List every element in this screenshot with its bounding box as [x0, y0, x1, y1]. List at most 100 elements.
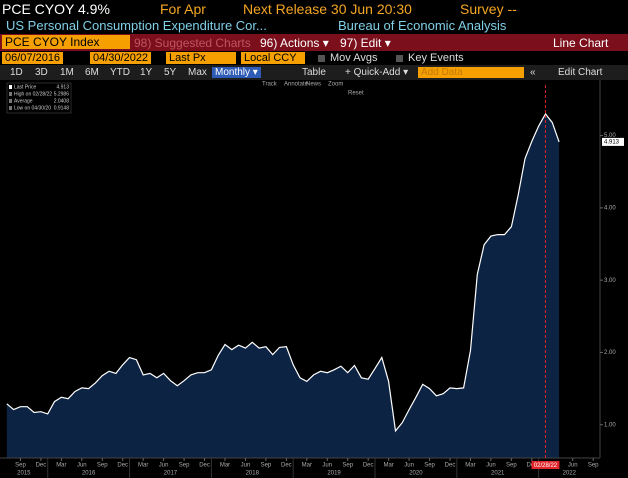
legend-label: Average	[14, 98, 33, 104]
x-tick-label: Mar	[56, 463, 66, 469]
start-date[interactable]: 06/07/2016	[2, 52, 64, 64]
x-tick-label: Sep	[15, 463, 26, 469]
frequency[interactable]: Monthly ▾	[212, 67, 261, 78]
x-tick-label: Sep	[588, 463, 599, 469]
area	[6, 114, 560, 458]
range[interactable]: 1Y	[140, 67, 153, 78]
x-tick-label: Dec	[445, 463, 456, 469]
range[interactable]: 1D	[10, 67, 23, 78]
legend-swatch	[9, 106, 12, 110]
year-label: 2017	[164, 471, 178, 477]
x-tick-label: Sep	[97, 463, 108, 469]
legend-swatch	[9, 85, 12, 89]
key-events[interactable]: Key Events	[408, 52, 464, 64]
legend-value: 5.2986	[54, 91, 70, 97]
security[interactable]: PCE CYOY Index	[2, 35, 130, 49]
period: For Apr	[160, 1, 206, 17]
legend-label: Last Price	[14, 84, 36, 90]
year-label: 2021	[491, 471, 505, 477]
mov-avgs[interactable]: Mov Avgs	[330, 52, 378, 64]
legend-swatch	[9, 99, 12, 103]
edit[interactable]: 97) Edit ▾	[340, 36, 391, 50]
end-date[interactable]: 04/30/2022	[90, 52, 152, 64]
survey: Survey --	[460, 1, 517, 17]
legend-value: 2.0408	[54, 98, 70, 104]
x-tick-label: Jun	[159, 463, 169, 469]
quick-add[interactable]: + Quick-Add ▾	[345, 67, 409, 78]
description: US Personal Consumption Expenditure Cor.…	[6, 18, 267, 33]
range[interactable]: YTD	[110, 67, 130, 78]
x-tick-label: Jun	[568, 463, 578, 469]
edit-chart[interactable]: Edit Chart	[558, 67, 603, 78]
add-data[interactable]: Add Data	[418, 67, 524, 78]
legend-label: High on 02/28/22	[14, 91, 52, 97]
x-tick-label: Dec	[117, 463, 128, 469]
view: Line Chart	[553, 36, 609, 50]
x-tick-label: Mar	[302, 463, 312, 469]
source: Bureau of Economic Analysis	[338, 18, 507, 33]
x-tick-label: Sep	[424, 463, 435, 469]
legend-value: 0.9148	[54, 105, 70, 111]
range[interactable]: 1M	[60, 67, 74, 78]
x-tick-label: Dec	[281, 463, 292, 469]
year-label: 2019	[327, 471, 341, 477]
event-box	[531, 461, 560, 469]
x-tick-label: Sep	[506, 463, 517, 469]
ticker: PCE CYOY 4.9%	[2, 1, 110, 17]
x-tick-label: Dec	[363, 463, 374, 469]
year-label: 2020	[409, 471, 423, 477]
x-tick-label: Mar	[220, 463, 230, 469]
x-tick-label: Dec	[199, 463, 210, 469]
y-tick-label: 2.00	[604, 350, 616, 356]
x-tick-label: Mar	[383, 463, 393, 469]
release: Next Release 30 Jun 20:30	[243, 1, 412, 17]
menu-bar	[0, 34, 628, 51]
range[interactable]: Max	[188, 67, 207, 78]
legend-box	[6, 82, 72, 114]
range[interactable]: 5Y	[164, 67, 177, 78]
x-tick-label: Jun	[77, 463, 87, 469]
chart-tool: News	[306, 82, 321, 88]
year-label: 2016	[82, 471, 96, 477]
year-label: 2015	[17, 471, 31, 477]
chart-tool: Zoom	[328, 82, 343, 88]
table[interactable]: Table	[302, 67, 326, 78]
year-label: 2022	[563, 471, 577, 477]
legend-swatch	[9, 92, 12, 96]
chart-tool: Annotate	[284, 82, 309, 88]
currency[interactable]: Local CCY	[241, 52, 305, 64]
y-tick-label: 5.00	[604, 133, 616, 139]
x-tick-label: Jun	[404, 463, 414, 469]
x-tick-label: Sep	[342, 463, 353, 469]
event-label: 02/28/22	[534, 463, 558, 469]
year-label: 2018	[246, 471, 260, 477]
x-tick-label: Mar	[465, 463, 475, 469]
line	[6, 112, 560, 433]
actions[interactable]: 96) Actions ▾	[260, 36, 329, 50]
checkbox[interactable]	[318, 55, 325, 62]
chart-tool: Track	[262, 82, 278, 88]
x-tick-label: Jun	[486, 463, 496, 469]
legend-value: 4.913	[56, 84, 69, 90]
y-tick-label: 4.00	[604, 205, 616, 211]
x-tick-label: Sep	[261, 463, 272, 469]
x-tick-label: Jun	[241, 463, 251, 469]
legend-label: Low on 04/30/20	[14, 105, 51, 111]
range[interactable]: 6M	[85, 67, 99, 78]
last-value-label: 4.913	[604, 139, 620, 145]
last-value-box	[602, 137, 624, 146]
checkbox[interactable]	[396, 55, 403, 62]
x-tick-label: Mar	[138, 463, 148, 469]
y-tick-label: 1.00	[604, 422, 616, 428]
collapse[interactable]: «	[530, 67, 536, 78]
range[interactable]: 3D	[35, 67, 48, 78]
chart-tool: Reset	[348, 91, 364, 97]
x-tick-label: Sep	[179, 463, 190, 469]
x-tick-label: Jun	[322, 463, 332, 469]
x-tick-label: Dec	[36, 463, 47, 469]
field[interactable]: Last Px	[166, 52, 236, 64]
y-tick-label: 3.00	[604, 278, 616, 284]
suggested[interactable]: 98) Suggested Charts	[134, 36, 251, 50]
